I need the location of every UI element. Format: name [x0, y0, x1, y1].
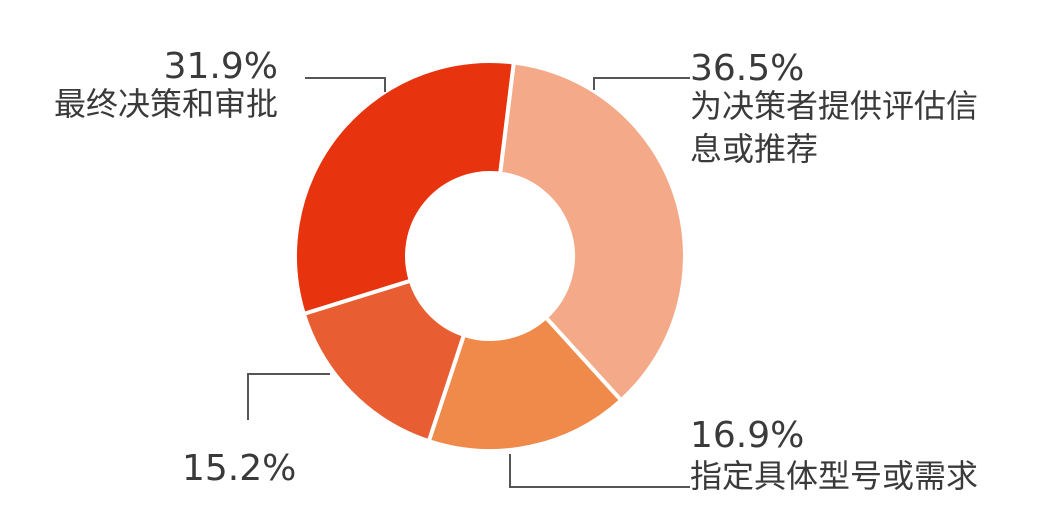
leader-lines — [247, 77, 690, 488]
leader-line-1 — [593, 77, 690, 90]
donut-slices — [293, 59, 687, 453]
slice-category-label-1-line-2: 息或推荐 — [690, 130, 818, 168]
donut-slice-1 — [498, 60, 687, 403]
donut-slice-2 — [426, 315, 624, 453]
slice-percent-label-2: 16.9% — [690, 415, 804, 456]
slice-percent-label-1: 36.5% — [690, 48, 804, 89]
slice-category-label-4-line-1: 最终决策和审批 — [54, 85, 278, 123]
slice-percent-label-4: 31.9% — [164, 46, 278, 87]
leader-line-4 — [305, 77, 386, 92]
slice-category-label-1-line-1: 为决策者提供评估信 — [690, 87, 978, 125]
leader-line-2 — [509, 454, 690, 488]
slice-percent-label-3: 15.2% — [182, 448, 296, 489]
donut-slice-3 — [301, 278, 466, 444]
donut-slice-4 — [293, 59, 516, 316]
slice-category-label-2-line-1: 指定具体型号或需求 — [690, 457, 978, 495]
leader-line-3 — [247, 373, 330, 420]
